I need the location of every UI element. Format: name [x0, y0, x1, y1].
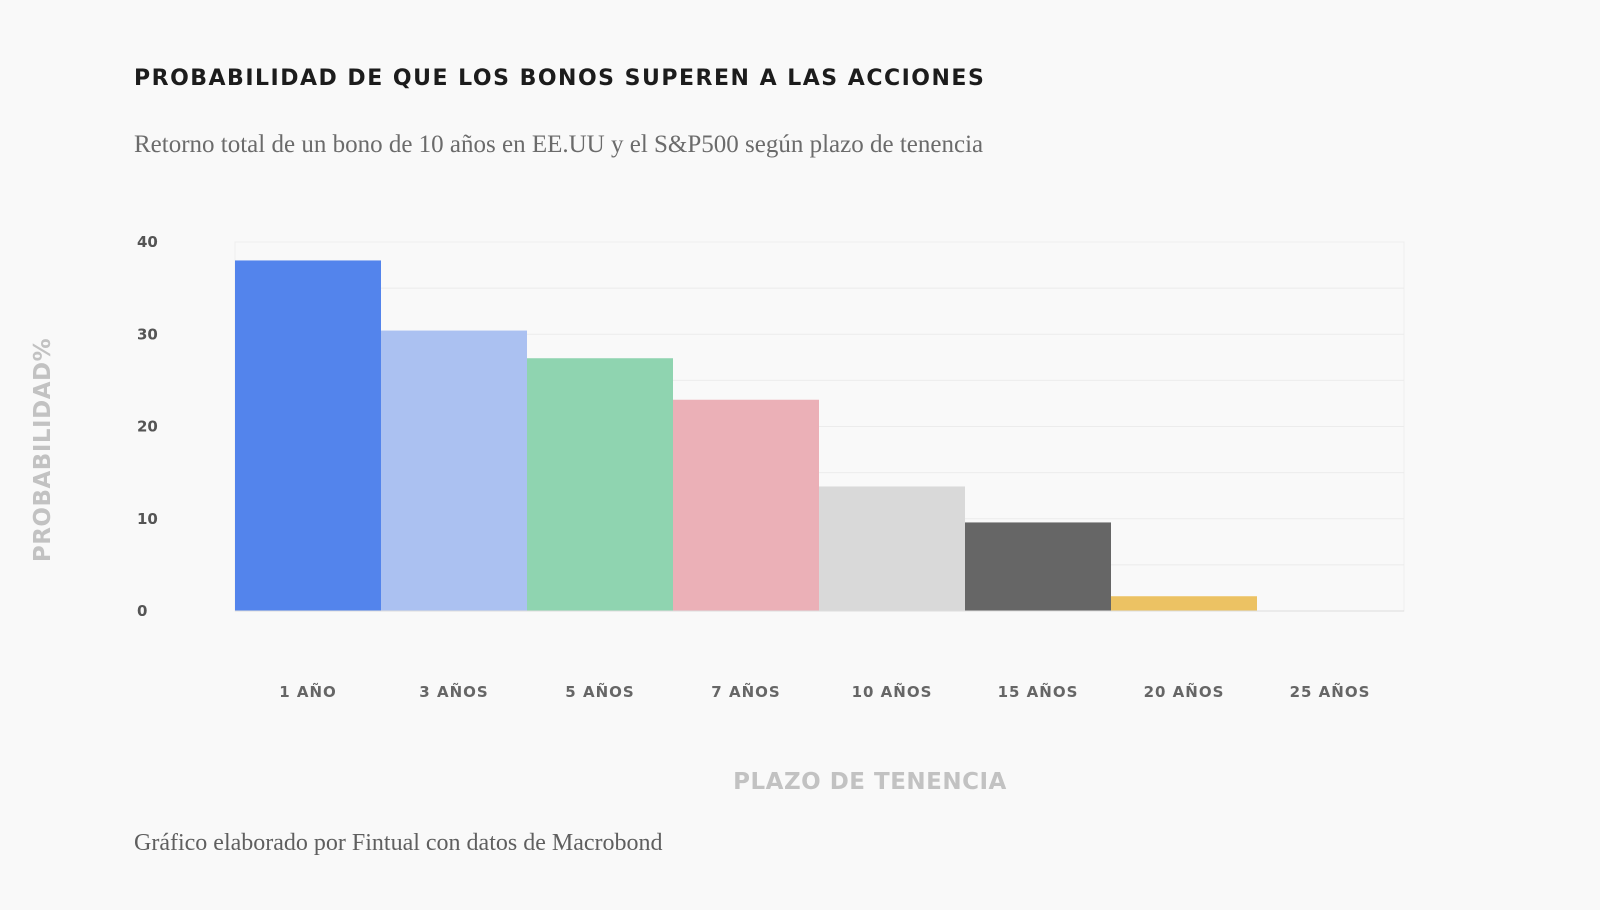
bar-6: [1111, 596, 1257, 611]
bar-4: [819, 486, 965, 611]
bar-1: [381, 330, 527, 611]
y-tick-label: 40: [137, 233, 158, 251]
x-tick-label: 10 AÑOS: [852, 682, 933, 701]
x-tick-label: 25 AÑOS: [1290, 682, 1371, 701]
y-axis-ticks: 0 10 20 30 40: [137, 233, 158, 620]
bar-3: [673, 399, 819, 611]
y-tick-label: 30: [137, 325, 158, 343]
chart-subtitle: Retorno total de un bono de 10 años en E…: [134, 131, 984, 158]
x-tick-label: 15 AÑOS: [998, 682, 1079, 701]
chart-bars: [235, 260, 1404, 612]
bar-5: [965, 522, 1111, 611]
x-tick-label: 5 AÑOS: [565, 682, 634, 701]
x-axis-label: PLAZO DE TENENCIA: [733, 769, 1007, 795]
y-tick-label: 10: [137, 510, 158, 528]
y-tick-label: 20: [137, 418, 158, 436]
source-note: Gráfico elaborado por Fintual con datos …: [134, 830, 663, 856]
bar-2: [527, 358, 673, 611]
bar-0: [235, 260, 381, 611]
x-tick-label: 1 AÑO: [279, 682, 337, 701]
x-tick-label: 20 AÑOS: [1144, 682, 1225, 701]
y-tick-label: 0: [137, 602, 147, 620]
y-axis-label: PROBABILIDAD%: [30, 338, 56, 562]
x-axis-ticks: 1 AÑO 3 AÑOS 5 AÑOS 7 AÑOS 10 AÑOS 15 AÑOS 20 …: [279, 682, 1371, 701]
x-tick-label: 3 AÑOS: [419, 682, 488, 701]
x-tick-label: 7 AÑOS: [711, 682, 780, 701]
chart-title: PROBABILIDAD DE QUE LOS BONOS SUPEREN A …: [134, 66, 986, 91]
